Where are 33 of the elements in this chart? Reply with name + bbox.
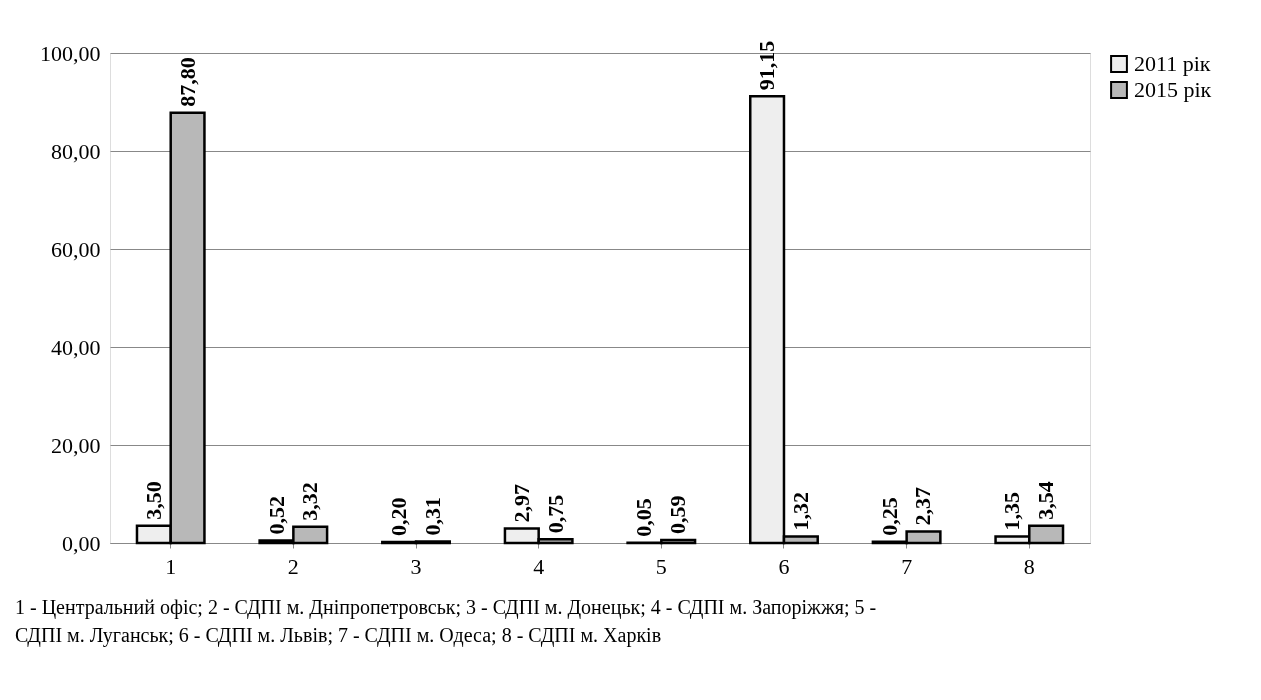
x-tick-label: 5 [655,553,667,579]
x-tick-label: 8 [1023,553,1035,579]
y-tick-label: 20,00 [51,432,101,458]
data-label: 3,54 [1033,481,1059,520]
data-label: 0,25 [876,497,902,536]
y-tick-label: 60,00 [51,236,101,262]
data-label: 87,80 [174,57,200,107]
data-label: 2,97 [508,483,534,523]
y-tick-label: 100,00 [40,40,101,66]
data-label: 91,15 [754,40,780,91]
x-tick-label: 6 [778,553,790,579]
text: 1 - Центральний офіс; 2 - СДПІ м. Дніпропетровськ; 3 - СДПІ м. Донецьк; 4 - СДПІ м. Запоріжжя; 5 - СДПІ м. Луганськ; 6 - СДПІ м. Львів; 7 - СДПІ м. Одеса; 8 - СДПІ м. Харків [15,596,877,647]
data-label: 0,75 [542,494,568,534]
data-label: 3,50 [140,481,166,520]
x-tick-label: 2 [287,553,299,579]
y-tick-label: 0,00 [62,530,101,556]
data-label: 0,05 [631,498,657,537]
data-label: 0,20 [386,497,412,537]
data-label: 0,52 [263,495,289,535]
data-label: 2,37 [910,486,936,526]
legend-label: 2011 рік [1134,51,1211,76]
x-tick-label: 3 [410,553,422,579]
y-tick-label: 40,00 [51,334,101,360]
data-label: 0,59 [665,495,691,535]
y-tick-label: 80,00 [51,138,101,164]
data-label: 0,31 [419,496,445,536]
legend-label: 2015 рік [1134,77,1212,102]
x-tick-label: 7 [901,553,913,579]
data-label: 1,35 [999,491,1025,531]
data-label: 1,32 [787,492,813,531]
x-tick-label: 1 [165,553,177,579]
x-tick-label: 4 [533,553,545,579]
data-label: 3,32 [297,482,323,521]
